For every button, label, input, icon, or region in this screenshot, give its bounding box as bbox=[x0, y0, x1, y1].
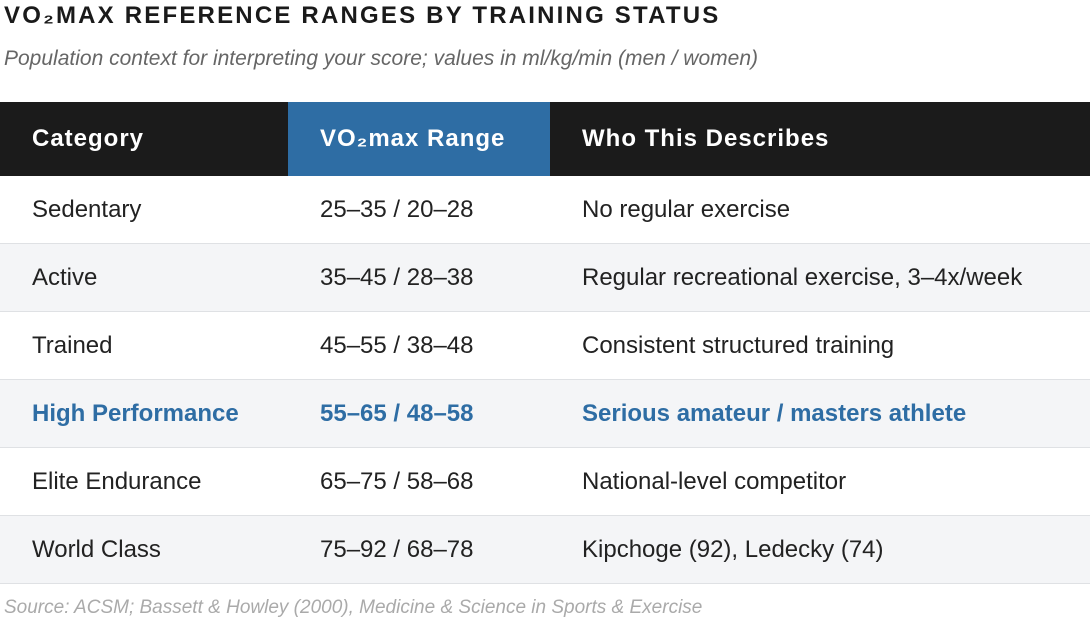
cell: Kipchoge (92), Ledecky (74) bbox=[550, 515, 1090, 584]
row: Trained 45–55 / 38–48 Consistent structure… bbox=[0, 311, 1090, 380]
cell: Active bbox=[0, 243, 288, 312]
cell: 45–55 / 38–48 bbox=[288, 311, 550, 380]
highlighted-row: High Performance 55–65 / 48–58 Serious ama… bbox=[0, 379, 1090, 448]
header-row: Category VO₂max Range Who This Describes bbox=[0, 102, 1090, 176]
cell: Trained bbox=[0, 311, 288, 380]
cell: Serious amateur / masters athlete bbox=[550, 379, 1090, 448]
title: VO₂MAX REFERENCE RANGES BY TRAINING STAT… bbox=[4, 2, 721, 29]
column-header: Category bbox=[0, 102, 288, 176]
column-header: Who This Describes bbox=[550, 102, 1090, 176]
cell: World Class bbox=[0, 515, 288, 584]
column-header: VO₂max Range bbox=[288, 102, 550, 176]
subtitle: Population context for interpreting your… bbox=[4, 47, 759, 70]
row: Active 35–45 / 28–38 Regular recreational … bbox=[0, 243, 1090, 312]
cell: 25–35 / 20–28 bbox=[288, 176, 550, 244]
cell: 65–75 / 58–68 bbox=[288, 447, 550, 516]
row: Sedentary 25–35 / 20–28 No regular exercis… bbox=[0, 176, 1090, 244]
table: Category VO₂max Range Who This Describes… bbox=[0, 102, 1090, 584]
cell: Regular recreational exercise, 3–4x/week bbox=[550, 243, 1090, 312]
cell: High Performance bbox=[0, 379, 288, 448]
cell: 75–92 / 68–78 bbox=[288, 515, 550, 584]
cell: 55–65 / 48–58 bbox=[288, 379, 550, 448]
cell: Consistent structured training bbox=[550, 311, 1090, 380]
cell: Elite Endurance bbox=[0, 447, 288, 516]
row: World Class 75–92 / 68–78 Kipchoge (92), L… bbox=[0, 515, 1090, 584]
cell: Sedentary bbox=[0, 176, 288, 244]
row: Elite Endurance 65–75 / 58–68 National-lev… bbox=[0, 447, 1090, 516]
cell: No regular exercise bbox=[550, 176, 1090, 244]
cell: 35–45 / 28–38 bbox=[288, 243, 550, 312]
cell: National-level competitor bbox=[550, 447, 1090, 516]
source: Source: ACSM; Bassett & Howley (2000), M… bbox=[4, 597, 703, 618]
